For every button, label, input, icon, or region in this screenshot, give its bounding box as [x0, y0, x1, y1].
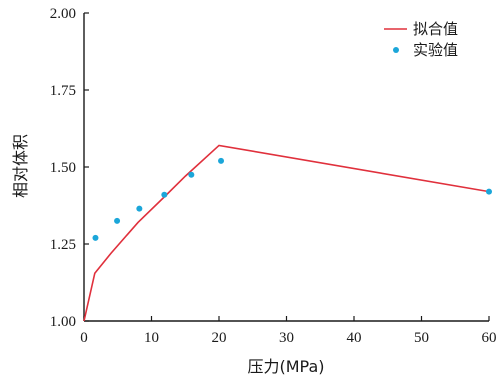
legend-experimental-label: 实验值	[413, 41, 458, 59]
experimental-point	[486, 188, 492, 195]
y-tick-label: 1.50	[50, 160, 76, 176]
y-tick-label: 1.00	[50, 314, 76, 330]
x-tick-label: 30	[279, 330, 294, 346]
experimental-point	[218, 157, 225, 164]
y-tick-label: 1.75	[50, 83, 76, 99]
y-axis-title: 相对体积	[11, 134, 30, 198]
legend-experimental-swatch	[393, 47, 399, 53]
x-tick-label: 10	[144, 330, 159, 346]
fit-line	[83, 144, 490, 322]
x-tick-label: 40	[347, 330, 362, 346]
legend-fit-label: 拟合值	[413, 20, 458, 38]
axes: 0 10 20 30 40 50 60 1.00 1.25 1.50 1.75 2.00	[50, 6, 497, 346]
x-tick-label: 50	[414, 330, 429, 346]
experimental-points	[92, 157, 492, 241]
x-ticks: 0 10 20 30 40 50 60	[80, 316, 497, 346]
x-tick-label: 20	[212, 330, 227, 346]
experimental-point	[92, 234, 99, 241]
experimental-point	[188, 171, 195, 178]
y-tick-label: 1.25	[50, 237, 76, 253]
x-tick-label: 0	[80, 330, 88, 346]
plot-area	[83, 144, 492, 322]
y-tick-label: 2.00	[50, 6, 76, 22]
y-ticks: 1.00 1.25 1.50 1.75 2.00	[50, 6, 89, 330]
legend: 拟合值 实验值	[384, 20, 458, 59]
x-tick-label: 60	[482, 330, 497, 346]
experimental-point	[114, 217, 121, 224]
experimental-point	[136, 205, 143, 212]
x-axis-title: 压力(MPa)	[247, 357, 324, 376]
experimental-point	[161, 191, 168, 198]
